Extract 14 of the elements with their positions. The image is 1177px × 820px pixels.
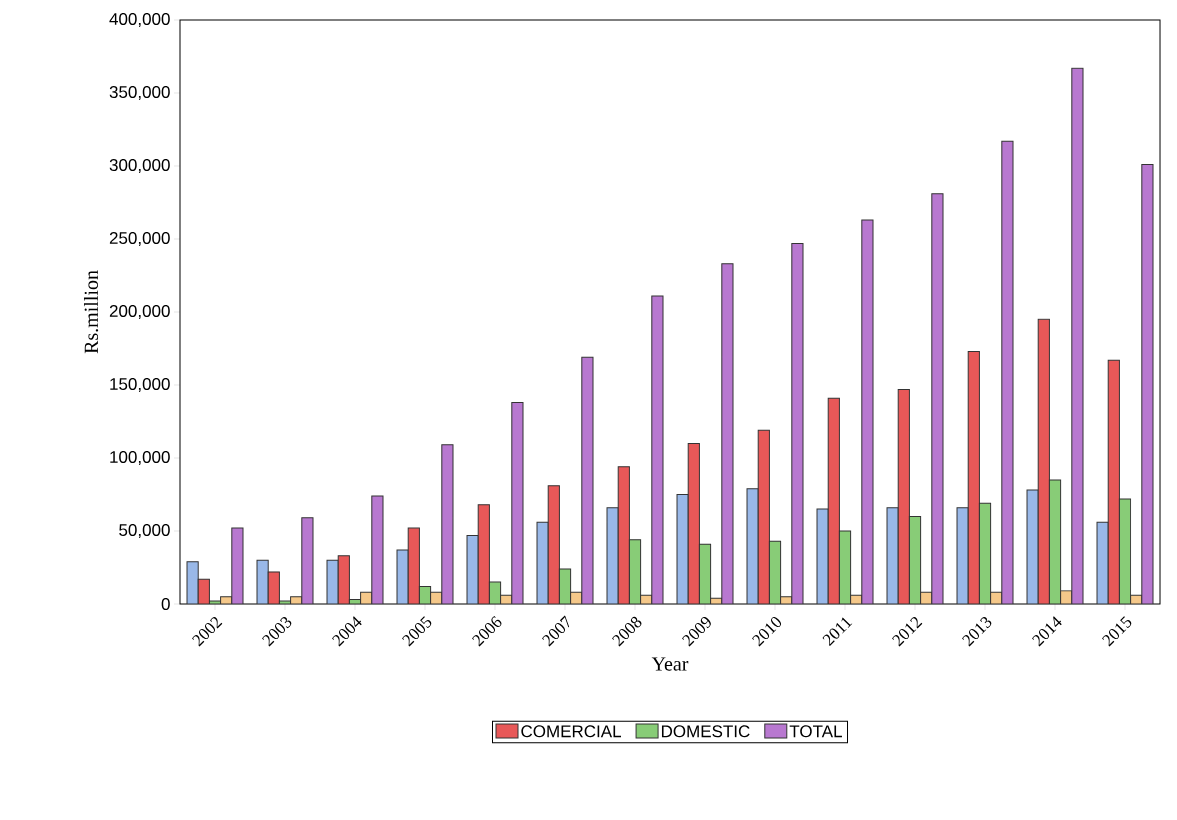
legend-label: COMERCIAL [521, 725, 622, 738]
y-tick-label: 400,000 [109, 12, 170, 28]
y-tick-label: 0 [161, 597, 170, 611]
y-tick-label: 100,000 [110, 450, 170, 466]
legend-label: DOMESTIC [661, 725, 750, 738]
y-tick-label: 150,000 [110, 377, 170, 393]
y-tick-label: 250,000 [109, 231, 170, 247]
x-axis-title: Year [651, 657, 689, 671]
y-axis-title: Rs.million [83, 270, 99, 354]
y-tick-label: 350,000 [109, 85, 170, 101]
legend-label: TOTAL [789, 725, 842, 738]
y-tick-label: 50,000 [119, 523, 170, 539]
y-tick-label: 200,000 [109, 304, 170, 320]
y-tick-label: 300,000 [109, 158, 170, 174]
